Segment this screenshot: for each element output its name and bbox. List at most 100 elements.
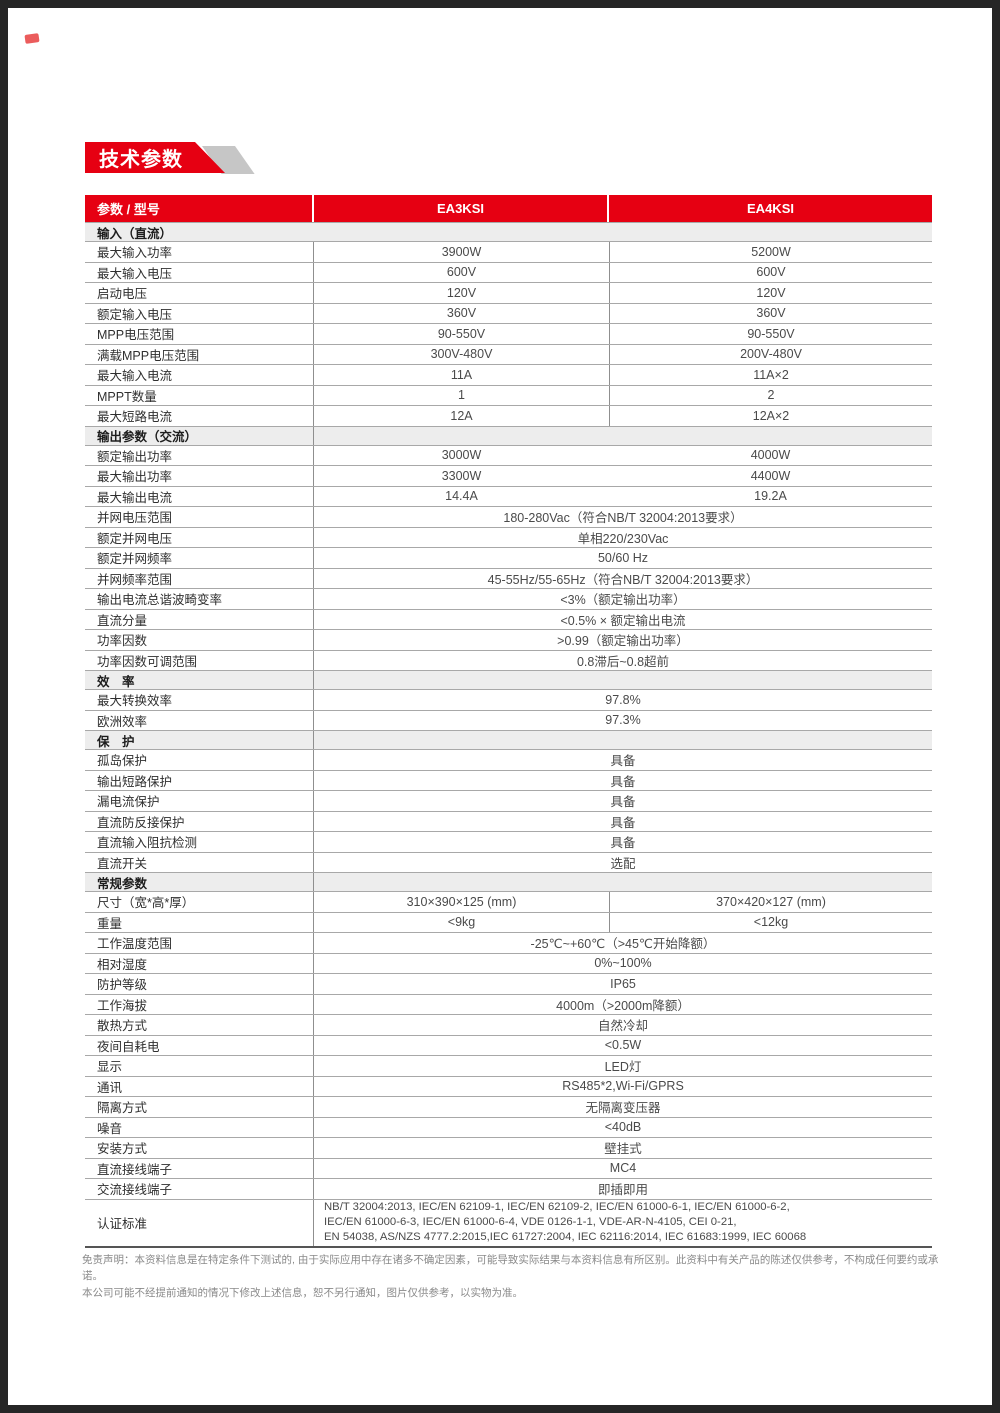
section-label: 效 率: [97, 674, 135, 689]
value-area: IP65: [313, 974, 932, 994]
param-value-shared: 具备: [610, 795, 636, 810]
table-header: 参数 / 型号 EA3KSI EA4KSI: [85, 195, 932, 222]
value-area: 自然冷却: [313, 1015, 932, 1035]
param-value-ea3ksi: 14.4A: [445, 489, 478, 504]
page-title-banner: 技术参数: [85, 142, 345, 174]
param-value-shared: 45-55Hz/55-65Hz（符合NB/T 32004:2013要求）: [487, 572, 759, 587]
table-row: 启动电压 120V 120V: [85, 282, 932, 303]
section-spacer: [313, 731, 932, 749]
param-value-ea4ksi: 19.2A: [754, 489, 787, 504]
value-area: 97.3%: [313, 710, 932, 730]
param-value-ea3ksi: 90-550V: [437, 326, 486, 341]
header-model-ea3ksi: EA3KSI: [314, 195, 607, 222]
section-row: 输入（直流）: [85, 222, 932, 241]
param-label: 输出电流总谐波畸变率: [97, 593, 223, 608]
param-label: 最大输出电流: [97, 490, 173, 505]
param-label: MPP电压范围: [97, 328, 175, 343]
param-label: 启动电压: [97, 287, 148, 302]
table-row: 安装方式 壁挂式: [85, 1137, 932, 1158]
table-row: 输出短路保护 具备: [85, 769, 932, 790]
param-label: 散热方式: [97, 1019, 148, 1034]
param-label: 最大输入电流: [97, 369, 173, 384]
param-value-ea4ksi: 200V-480V: [609, 344, 932, 364]
param-value-ea4ksi: 360V: [609, 303, 932, 323]
param-value-shared: 壁挂式: [604, 1142, 642, 1157]
param-value-shared: IP65: [610, 976, 636, 991]
table-row: 额定输出功率 3000W 4000W: [85, 444, 932, 465]
param-label: 最大输入电压: [97, 266, 173, 281]
param-value-shared: <0.5% × 额定输出电流: [560, 613, 686, 628]
param-label: 并网电压范围: [97, 511, 173, 526]
value-area: <3%（额定输出功率）: [313, 589, 932, 609]
value-area: -25℃~+60℃（>45℃开始降额）: [313, 933, 932, 953]
param-label: 直流分量: [97, 613, 148, 628]
value-area: <40dB: [313, 1117, 932, 1137]
param-value-ea4ksi: 12A×2: [609, 406, 932, 426]
value-area: 选配: [313, 852, 932, 872]
value-area: 具备: [313, 770, 932, 790]
value-area: 0%~100%: [313, 953, 932, 973]
section-row: 常规参数: [85, 872, 932, 891]
param-value-shared: 0.8滞后~0.8超前: [576, 654, 670, 669]
param-label: 安装方式: [97, 1142, 148, 1157]
table-row: 直流接线端子 MC4: [85, 1157, 932, 1178]
param-value-ea3ksi: 12A: [450, 408, 473, 423]
value-area: 单相220/230Vac: [313, 527, 932, 547]
param-label: MPPT数量: [97, 389, 157, 404]
param-label: 孤岛保护: [97, 754, 148, 769]
table-row: 隔离方式 无隔离变压器: [85, 1096, 932, 1117]
param-value-shared: 无隔离变压器: [585, 1101, 661, 1116]
section-row: 输出参数（交流）: [85, 425, 932, 445]
value-area: 具备: [313, 811, 932, 831]
param-value-shared: 97.8%: [605, 692, 641, 707]
param-value-shared: 具备: [610, 774, 636, 789]
table-row: 额定并网频率 50/60 Hz: [85, 547, 932, 568]
param-label: 直流开关: [97, 856, 148, 871]
table-row: 工作海拔 4000m（>2000m降额）: [85, 993, 932, 1014]
param-value-shared: 即插即用: [597, 1183, 648, 1198]
section-label: 输出参数（交流）: [97, 430, 198, 444]
param-value-shared: 180-280Vac（符合NB/T 32004:2013要求）: [503, 511, 743, 526]
param-value-ea3ksi: 1: [458, 388, 465, 403]
param-value-shared: 选配: [610, 856, 636, 871]
param-label: 隔离方式: [97, 1101, 148, 1116]
param-label: 额定并网频率: [97, 552, 173, 567]
value-area: 310×390×125 (mm) 370×420×127 (mm): [313, 892, 932, 912]
value-area: 壁挂式: [313, 1138, 932, 1158]
param-value-shared: 具备: [610, 754, 636, 769]
param-label: 噪音: [97, 1121, 123, 1136]
param-label: 最大短路电流: [97, 410, 173, 425]
param-value-shared: 97.3%: [605, 713, 641, 728]
spec-table: 参数 / 型号 EA3KSI EA4KSI 输入（直流） 最大输入功率 3900W 5…: [85, 195, 932, 1248]
param-label: 交流接线端子: [97, 1183, 173, 1198]
param-value-ea4ksi: 90-550V: [609, 324, 932, 344]
table-row: 并网频率范围 45-55Hz/55-65Hz（符合NB/T 32004:2013要…: [85, 567, 932, 588]
section-label: 输入（直流）: [97, 226, 173, 241]
value-area: RS485*2,Wi-Fi/GPRS: [313, 1076, 932, 1096]
param-label: 额定并网电压: [97, 531, 173, 546]
param-value-shared: <40dB: [604, 1120, 642, 1135]
param-value-ea3ksi: 3300W: [441, 468, 482, 483]
param-label: 最大输出功率: [97, 470, 173, 485]
certification-value: NB/T 32004:2013, IEC/EN 62109-1, IEC/EN …: [324, 1201, 807, 1243]
param-label: 工作海拔: [97, 998, 148, 1013]
value-area: <9kg <12kg: [313, 912, 932, 932]
value-area: 97.8%: [313, 690, 932, 710]
value-area: >0.99（额定输出功率）: [313, 630, 932, 650]
disclaimer-text: 免责声明：本资料信息是在特定条件下测试的, 由于实际应用中存在诸多不确定因素，可…: [82, 1254, 939, 1299]
param-value-ea3ksi: 120V: [446, 285, 477, 300]
table-row: 漏电流保护 具备: [85, 790, 932, 811]
value-area: 具备: [313, 750, 932, 770]
param-value-ea4ksi: 11A×2: [609, 365, 932, 385]
table-row: 显示 LED灯: [85, 1055, 932, 1076]
param-value-ea4ksi: 600V: [609, 262, 932, 282]
param-label: 防护等级: [97, 978, 148, 993]
section-row: 保 护: [85, 730, 932, 749]
table-row: 尺寸（宽*高*厚） 310×390×125 (mm) 370×420×127 (mm…: [85, 891, 932, 912]
param-label: 最大转换效率: [97, 694, 173, 709]
value-area: 14.4A 19.2A: [313, 486, 932, 506]
value-area: 90-550V 90-550V: [313, 324, 932, 344]
table-row: 直流防反接保护 具备: [85, 810, 932, 831]
param-value-shared: >0.99（额定输出功率）: [557, 634, 689, 649]
param-label: 功率因数: [97, 634, 148, 649]
